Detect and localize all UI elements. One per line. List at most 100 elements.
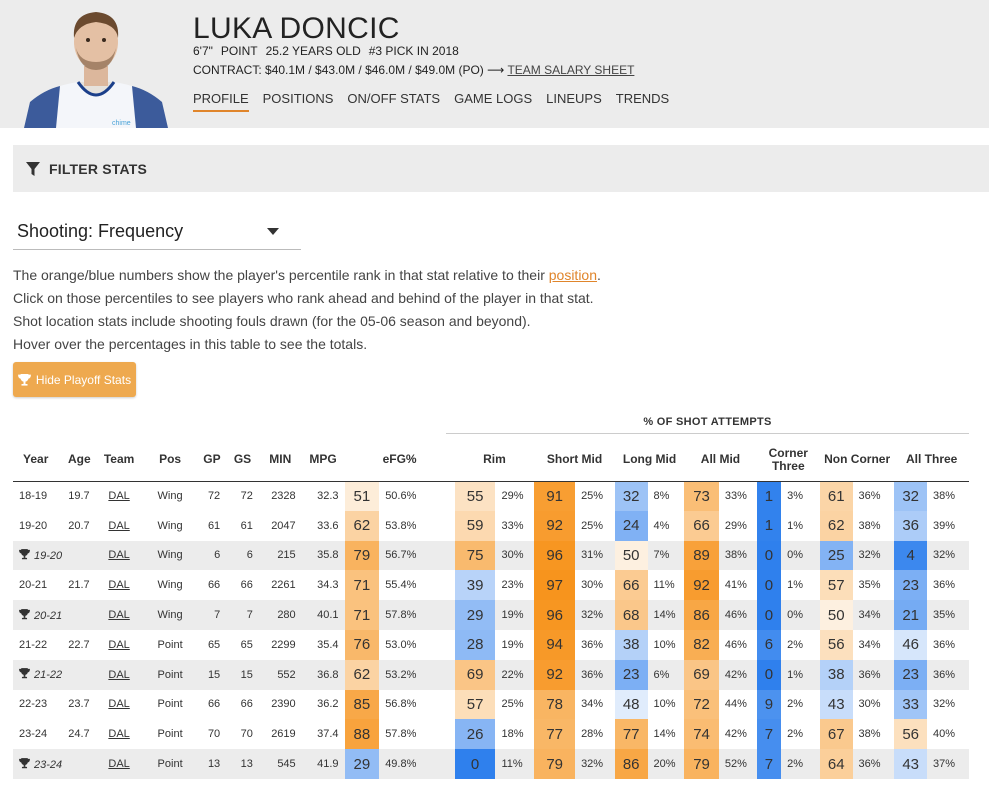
- percentile-rank[interactable]: 0: [756, 659, 782, 690]
- percentile-rank[interactable]: 92: [684, 570, 719, 601]
- percentile-rank[interactable]: 0: [454, 749, 496, 779]
- percentile-rank[interactable]: 43: [894, 749, 927, 779]
- team-link[interactable]: DAL: [108, 490, 130, 503]
- percentile-rank[interactable]: 46: [894, 629, 927, 660]
- team-link[interactable]: DAL: [108, 579, 130, 592]
- percentile-rank[interactable]: 75: [454, 540, 496, 571]
- percentile-rank[interactable]: 68: [614, 600, 648, 630]
- percentile-rank[interactable]: 0: [756, 540, 782, 571]
- nav-tab-lineups[interactable]: LINEUPS: [546, 91, 602, 106]
- team-link[interactable]: DAL: [108, 609, 130, 622]
- percentile-rank[interactable]: 23: [894, 659, 927, 690]
- nav-tab-positions[interactable]: POSITIONS: [262, 91, 334, 106]
- percentile-rank[interactable]: 74: [684, 719, 719, 750]
- cell-team[interactable]: DAL: [96, 481, 143, 511]
- percentile-rank[interactable]: 86: [614, 749, 648, 779]
- percentile-rank[interactable]: 0: [756, 570, 782, 601]
- percentile-rank[interactable]: 69: [684, 659, 719, 690]
- percentile-rank[interactable]: 97: [534, 570, 576, 601]
- team-link[interactable]: DAL: [108, 549, 130, 562]
- nav-tab-trends[interactable]: TRENDS: [615, 91, 670, 106]
- percentile-rank[interactable]: 36: [894, 510, 927, 541]
- team-link[interactable]: DAL: [108, 668, 130, 681]
- cell-team[interactable]: DAL: [96, 511, 143, 541]
- column-header-all-three[interactable]: All Three: [906, 452, 958, 467]
- percentile-rank[interactable]: 32: [894, 481, 927, 511]
- cell-team[interactable]: DAL: [96, 749, 143, 779]
- percentile-rank[interactable]: 0: [756, 600, 782, 630]
- column-header-min[interactable]: MIN: [269, 452, 292, 467]
- percentile-rank[interactable]: 48: [614, 689, 648, 720]
- percentile-rank[interactable]: 1: [756, 481, 782, 511]
- percentile-rank[interactable]: 71: [344, 570, 380, 601]
- cell-team[interactable]: DAL: [96, 630, 143, 660]
- cell-team[interactable]: DAL: [96, 660, 143, 690]
- nav-tab-game-logs[interactable]: GAME LOGS: [454, 91, 533, 106]
- column-header-non-corner[interactable]: Non Corner: [824, 452, 891, 467]
- percentile-rank[interactable]: 21: [894, 600, 927, 630]
- percentile-rank[interactable]: 66: [614, 570, 648, 601]
- percentile-rank[interactable]: 24: [614, 510, 648, 541]
- percentile-rank[interactable]: 82: [684, 629, 719, 660]
- filter-stats-bar[interactable]: FILTER STATS: [13, 145, 989, 192]
- percentile-rank[interactable]: 62: [344, 659, 380, 690]
- percentile-rank[interactable]: 62: [344, 510, 380, 541]
- hide-playoff-stats-button[interactable]: Hide Playoff Stats: [13, 362, 136, 397]
- percentile-rank[interactable]: 55: [454, 481, 496, 511]
- column-header-year[interactable]: Year: [23, 452, 49, 467]
- team-link[interactable]: DAL: [108, 698, 130, 711]
- percentile-rank[interactable]: 94: [534, 629, 576, 660]
- percentile-rank[interactable]: 4: [894, 540, 927, 571]
- percentile-rank[interactable]: 57: [454, 689, 496, 720]
- column-header-efg-[interactable]: eFG%: [382, 452, 417, 467]
- percentile-rank[interactable]: 43: [819, 689, 853, 720]
- percentile-rank[interactable]: 78: [534, 689, 576, 720]
- percentile-rank[interactable]: 33: [894, 689, 927, 720]
- percentile-rank[interactable]: 73: [684, 481, 719, 511]
- column-header-long-mid[interactable]: Long Mid: [622, 452, 677, 467]
- percentile-rank[interactable]: 51: [344, 481, 380, 511]
- percentile-rank[interactable]: 7: [756, 749, 782, 779]
- percentile-rank[interactable]: 64: [819, 749, 853, 779]
- percentile-rank[interactable]: 72: [684, 689, 719, 720]
- percentile-rank[interactable]: 96: [534, 540, 576, 571]
- stat-category-select[interactable]: Shooting: Frequency: [13, 214, 301, 250]
- percentile-rank[interactable]: 9: [756, 689, 782, 720]
- column-header-rim[interactable]: Rim: [483, 452, 506, 467]
- percentile-rank[interactable]: 91: [534, 481, 576, 511]
- percentile-rank[interactable]: 38: [614, 629, 648, 660]
- nav-tab-profile[interactable]: PROFILE: [193, 91, 249, 112]
- column-header-corner-three[interactable]: Corner Three: [768, 445, 808, 473]
- team-link[interactable]: DAL: [108, 638, 130, 651]
- percentile-rank[interactable]: 79: [344, 540, 380, 571]
- position-link[interactable]: position: [548, 267, 598, 283]
- percentile-rank[interactable]: 6: [756, 629, 782, 660]
- percentile-rank[interactable]: 62: [819, 510, 853, 541]
- percentile-rank[interactable]: 92: [534, 659, 576, 690]
- cell-team[interactable]: DAL: [96, 570, 143, 600]
- percentile-rank[interactable]: 23: [614, 659, 648, 690]
- team-salary-sheet-link[interactable]: TEAM SALARY SHEET: [507, 63, 635, 77]
- cell-team[interactable]: DAL: [96, 690, 143, 720]
- cell-team[interactable]: DAL: [96, 600, 143, 630]
- percentile-rank[interactable]: 39: [454, 570, 496, 601]
- percentile-rank[interactable]: 85: [344, 689, 380, 720]
- percentile-rank[interactable]: 50: [614, 540, 648, 571]
- percentile-rank[interactable]: 56: [894, 719, 927, 750]
- cell-team[interactable]: DAL: [96, 541, 143, 571]
- percentile-rank[interactable]: 57: [819, 570, 853, 601]
- percentile-rank[interactable]: 56: [819, 629, 853, 660]
- percentile-rank[interactable]: 23: [894, 570, 927, 601]
- percentile-rank[interactable]: 29: [344, 749, 380, 779]
- column-header-mpg[interactable]: MPG: [309, 452, 337, 467]
- column-header-gp[interactable]: GP: [203, 452, 221, 467]
- percentile-rank[interactable]: 96: [534, 600, 576, 630]
- team-link[interactable]: DAL: [108, 728, 130, 741]
- percentile-rank[interactable]: 71: [344, 600, 380, 630]
- percentile-rank[interactable]: 25: [819, 540, 853, 571]
- percentile-rank[interactable]: 77: [534, 719, 576, 750]
- percentile-rank[interactable]: 32: [614, 481, 648, 511]
- team-link[interactable]: DAL: [108, 519, 130, 532]
- percentile-rank[interactable]: 28: [454, 629, 496, 660]
- column-header-team[interactable]: Team: [103, 452, 135, 467]
